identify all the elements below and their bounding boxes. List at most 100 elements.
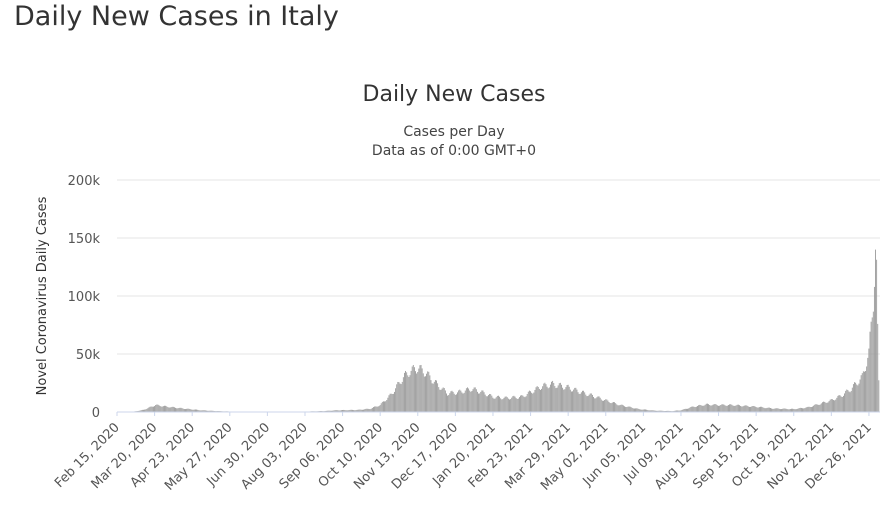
bar [402,377,404,412]
bar [768,407,770,412]
bar [637,408,639,412]
bar [605,399,607,412]
bar [192,409,194,412]
bar [815,404,817,412]
bar [878,380,880,412]
bar [379,405,381,412]
bar [825,402,827,412]
y-tick-label: 100k [68,290,101,305]
bar [730,404,732,412]
bar [395,388,397,412]
bar [813,405,815,412]
y-tick-label: 0 [92,406,100,421]
bar [698,405,700,412]
bar [586,396,588,412]
bar [601,400,603,412]
bar [542,386,544,412]
bar [852,384,854,412]
bar [381,401,383,412]
bar [566,385,568,412]
bar [463,392,465,412]
x-tick-label: Nov 13, 2020 [351,420,423,492]
bar [171,406,173,412]
bar [806,407,808,412]
bar [455,394,457,412]
bar [799,407,801,412]
bar [386,400,388,412]
bar [690,406,692,412]
bar [784,408,786,412]
bar [620,404,622,412]
bar [331,410,332,412]
bar [481,390,483,412]
bar [855,382,857,412]
bar [653,410,655,412]
bar [836,397,838,412]
bar [860,375,862,412]
bar [829,399,831,412]
bar [875,249,876,412]
bar [697,406,698,412]
bar [826,402,828,412]
bar [850,390,852,412]
bar [687,408,688,412]
bar [390,393,392,412]
bar [394,391,395,412]
bar [692,406,694,412]
gridlines [117,179,880,355]
bar [440,389,442,412]
bar [570,391,572,412]
bar [349,409,351,412]
bar [668,410,670,412]
bar [794,409,796,412]
bar [140,410,142,412]
bar [202,410,204,412]
bar [746,405,748,412]
bar [537,386,539,412]
bar [704,404,706,412]
bar [512,396,514,412]
bar [387,397,389,412]
bar [384,401,385,412]
bar [495,397,497,412]
bar [705,403,707,412]
bar [610,403,612,412]
bar [493,398,495,412]
bar [823,401,824,412]
bar [846,389,848,412]
bar [154,406,155,412]
bar [669,410,671,412]
bar [648,410,650,412]
bar [839,395,841,412]
bar [483,392,485,412]
bar [420,364,422,412]
bar [562,387,564,412]
bar [496,395,498,412]
bar [190,409,192,412]
bar [824,401,826,412]
bar [772,408,774,412]
bar [740,405,742,412]
bar [193,409,195,412]
bar [795,409,797,412]
bar [396,384,398,412]
bar [191,409,193,412]
bar [558,383,560,412]
bar [160,406,162,412]
x-tick-label: Nov 22, 2021 [765,420,837,492]
bar [783,408,785,412]
bar [419,365,421,412]
bar [526,394,528,412]
bar [791,408,792,412]
bar [166,406,168,412]
bar [862,371,864,412]
bar [326,410,328,412]
bar [564,389,566,412]
bar [549,384,551,412]
bar [469,390,471,412]
bar [807,406,809,412]
bar [865,371,867,412]
bar [739,405,740,412]
bar [406,372,408,412]
bar [582,390,583,412]
